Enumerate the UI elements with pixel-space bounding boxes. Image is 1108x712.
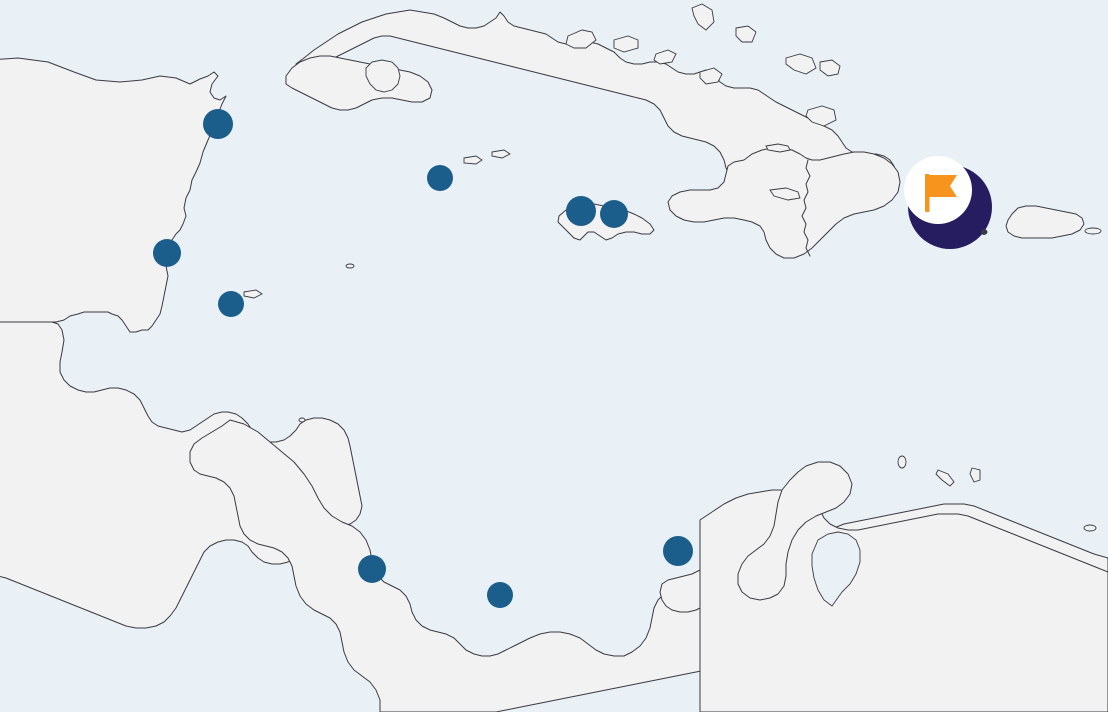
marker-roatan[interactable] (218, 291, 244, 317)
islet-curacao (935, 469, 955, 487)
flag-pole-icon (925, 174, 930, 212)
landmass-guajira-peninsula (738, 462, 852, 600)
marker-cartagena[interactable] (663, 536, 693, 566)
island-gonave (769, 187, 801, 201)
islet-bonaire (969, 467, 981, 483)
islet-eleuthera (691, 3, 715, 31)
islet-roatan (243, 289, 263, 299)
flag-banner-icon (929, 175, 957, 197)
landmass-central-america-north (0, 322, 362, 628)
islet-vieques (1084, 227, 1102, 235)
islet-providencia (298, 417, 306, 423)
islet-acklins (819, 59, 841, 77)
highlighted-destination-group[interactable] (904, 156, 992, 249)
islet-long-island (785, 53, 817, 75)
islet-aruba (897, 455, 907, 469)
marker-belize-city[interactable] (153, 239, 181, 267)
islet-swan (345, 263, 355, 269)
islet-new-providence (613, 35, 639, 53)
landmass-hispaniola (668, 148, 900, 258)
islet-ragged (699, 67, 723, 85)
islet-dot-east-of-hispaniola (981, 229, 987, 235)
islet-cayman-brac (491, 149, 511, 159)
marker-grand-cayman[interactable] (427, 165, 453, 191)
landmass-puerto-rico (1006, 206, 1084, 238)
island-tortuga (765, 143, 791, 153)
islet-exuma (653, 49, 677, 65)
border-haiti-dominican-republic (801, 159, 811, 257)
marker-cancun[interactable] (203, 109, 233, 139)
islet-grand-cayman (463, 155, 483, 165)
marker-montego-bay[interactable] (566, 196, 596, 226)
island-isla-de-la-juventud (365, 59, 401, 93)
marker-ocho-rios[interactable] (600, 200, 628, 228)
marker-puerto-limon[interactable] (358, 555, 386, 583)
islet-inagua (805, 105, 837, 127)
lake-maracaibo (811, 531, 861, 607)
islet-cat-island (735, 25, 757, 43)
islet-andros (565, 29, 597, 49)
islet-margarita (1083, 524, 1097, 532)
location-markers-layer[interactable] (153, 109, 693, 608)
marker-colon-panama[interactable] (487, 582, 513, 608)
